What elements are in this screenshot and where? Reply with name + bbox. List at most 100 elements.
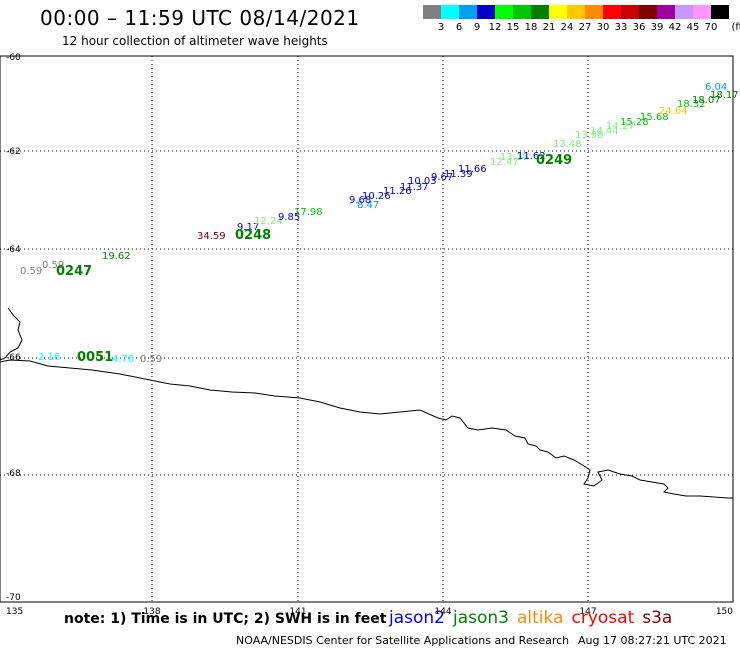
- wave-height-value: 11.66: [458, 164, 487, 175]
- wave-height-value: 11.62: [517, 151, 546, 162]
- longitude-label: 150: [716, 607, 733, 617]
- longitude-label: 144: [434, 607, 451, 617]
- wave-height-value: 17.98: [294, 207, 323, 218]
- longitude-label: 135: [6, 607, 23, 617]
- color-scale-label: 9: [473, 22, 481, 33]
- mission-s3a: s3a: [642, 608, 673, 628]
- wave-height-value: 18.17: [710, 90, 739, 101]
- color-swatch: [711, 5, 729, 19]
- wave-height-value: 9.68: [349, 195, 371, 206]
- color-swatch: [621, 5, 639, 19]
- color-swatch: [585, 5, 603, 19]
- wave-height-value: 11.26: [383, 186, 412, 197]
- mission-jason2: jason2: [389, 608, 445, 628]
- coastline: [0, 307, 733, 499]
- longitude-label: 147: [579, 607, 596, 617]
- wave-height-value: 14.27: [606, 121, 635, 132]
- color-swatch: [675, 5, 693, 19]
- wave-height-value: 10.03: [408, 176, 437, 187]
- color-scale-label: 24: [560, 22, 574, 33]
- color-swatch: [441, 5, 459, 19]
- wave-height-value: 9.85: [278, 212, 300, 223]
- longitude-label: 138: [143, 607, 160, 617]
- color-scale-label: 70: [704, 22, 718, 33]
- color-scale-label: 45: [686, 22, 700, 33]
- wave-height-value: 6.04: [705, 82, 727, 93]
- color-swatch: [459, 5, 477, 19]
- pass-id-label: 0248: [235, 228, 271, 243]
- color-swatch: [423, 5, 441, 19]
- color-swatch: [603, 5, 621, 19]
- wave-height-value: 0.59: [42, 260, 64, 271]
- wave-height-value: 15.68: [640, 112, 669, 123]
- wave-height-value: 18.32: [677, 99, 706, 110]
- latitude-label: -64: [6, 245, 21, 255]
- wave-height-value: 8.47: [357, 200, 379, 211]
- wave-height-value: 34.59: [197, 231, 226, 242]
- latitude-label: -60: [6, 53, 21, 63]
- color-scale-label: 12: [488, 22, 502, 33]
- color-swatch: [657, 5, 675, 19]
- pass-id-labels: 0248 0249 0247 0051: [56, 153, 572, 365]
- units-note: note: 1) Time is in UTC; 2) SWH is in fe…: [64, 611, 387, 627]
- pass-id-label: 0247: [56, 264, 92, 279]
- wave-height-value: 0.59: [140, 354, 162, 365]
- pass-id-label: 0249: [536, 153, 572, 168]
- color-swatch: [495, 5, 513, 19]
- latitude-label: -68: [6, 469, 21, 479]
- color-swatch: [549, 5, 567, 19]
- wave-height-value: 24.64: [659, 106, 688, 117]
- wave-height-value: 14.44: [590, 126, 619, 137]
- mission-altika: altika: [517, 608, 564, 628]
- color-swatch: [513, 5, 531, 19]
- wave-height-value: 12.47: [490, 157, 519, 168]
- color-scale-label: 30: [596, 22, 610, 33]
- wave-height-value: 2.16: [38, 352, 60, 363]
- color-swatch: [531, 5, 549, 19]
- latitude-label: -62: [6, 147, 21, 157]
- wave-height-value: 15.28: [620, 117, 649, 128]
- map-frame: [0, 55, 734, 603]
- color-swatch: [567, 5, 585, 19]
- wave-height-value: 13.98: [575, 130, 604, 141]
- latitude-label: -66: [6, 353, 21, 363]
- pass-id-label: 0051: [77, 350, 113, 365]
- mission-legend: jason2 jason3 altika cryosat s3a: [389, 608, 680, 628]
- color-swatch: [693, 5, 711, 19]
- wave-height-value: 19.62: [102, 251, 131, 262]
- mission-cryosat: cryosat: [571, 608, 635, 628]
- wave-height-value: 18.07: [692, 95, 721, 106]
- color-scale-label: 6: [455, 22, 463, 33]
- generation-timestamp: Aug 17 08:27:21 UTC 2021: [578, 634, 727, 647]
- wave-height-value: 9.17: [237, 222, 259, 233]
- wave-height-value: 13.48: [553, 139, 582, 150]
- wave-height-value: 4.76: [112, 354, 134, 365]
- wave-height-value: 11.37: [400, 182, 429, 193]
- color-swatch: [639, 5, 657, 19]
- color-scale-label: 36: [632, 22, 646, 33]
- color-swatch: [477, 5, 495, 19]
- color-scale-label: 42: [668, 22, 682, 33]
- axis-labels: -60 -62 -64 -66 -68 -70 135 138 141 144 147 150: [6, 53, 733, 617]
- latitude-label: -70: [6, 593, 21, 603]
- color-scale-label: 18: [524, 22, 538, 33]
- graticule: [0, 56, 733, 602]
- credit-line: NOAA/NESDIS Center for Satellite Applica…: [236, 634, 570, 647]
- wave-height-value: 10.26: [362, 191, 391, 202]
- color-scale-label: 3: [437, 22, 445, 33]
- color-scale-label: 33: [614, 22, 628, 33]
- wave-height-value: 13.18: [500, 152, 529, 163]
- wave-height-value: 12.24: [254, 216, 283, 227]
- mission-jason3: jason3: [453, 608, 509, 628]
- page-title: 00:00 – 11:59 UTC 08/14/2021: [40, 6, 360, 30]
- color-scale-label: 27: [578, 22, 592, 33]
- wave-height-value: 11.39: [444, 169, 473, 180]
- color-scale-label: 21: [542, 22, 556, 33]
- color-scale-label: 15: [506, 22, 520, 33]
- color-scale-label: 39: [650, 22, 664, 33]
- longitude-label: 141: [289, 607, 306, 617]
- wave-height-value: 0.59: [20, 266, 42, 277]
- color-scale-unit: (ft): [731, 22, 740, 33]
